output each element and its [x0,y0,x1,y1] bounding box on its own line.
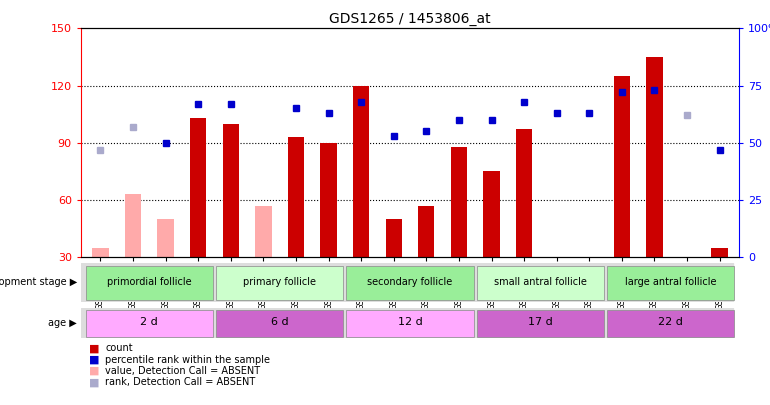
Bar [516,130,532,257]
Bar [85,310,213,337]
Bar [386,219,402,257]
Title: GDS1265 / 1453806_at: GDS1265 / 1453806_at [330,12,490,26]
Bar [216,266,343,300]
Bar [608,310,735,337]
Text: 6 d: 6 d [271,318,289,327]
Text: development stage ▶: development stage ▶ [0,277,77,288]
Text: ■: ■ [89,355,99,364]
Text: primary follicle: primary follicle [243,277,316,287]
Bar [216,310,343,337]
Text: secondary follicle: secondary follicle [367,277,453,287]
Text: 2 d: 2 d [140,318,158,327]
Bar [125,194,141,257]
Text: value, Detection Call = ABSENT: value, Detection Call = ABSENT [105,366,260,376]
Bar [418,206,434,257]
Text: 22 d: 22 d [658,318,683,327]
Bar [484,171,500,257]
Bar [711,247,728,257]
Text: ■: ■ [89,366,99,376]
Bar [614,76,630,257]
Bar [85,266,213,300]
Bar [288,137,304,257]
Text: large antral follicle: large antral follicle [625,277,717,287]
Text: small antral follicle: small antral follicle [494,277,587,287]
Text: rank, Detection Call = ABSENT: rank, Detection Call = ABSENT [105,377,256,387]
Bar [346,310,474,337]
Bar [190,118,206,257]
Text: 12 d: 12 d [397,318,423,327]
Bar [255,206,272,257]
Bar [608,266,735,300]
Bar [157,219,174,257]
Bar [320,143,336,257]
Bar [646,57,663,257]
Text: primordial follicle: primordial follicle [107,277,192,287]
Text: age ▶: age ▶ [49,318,77,328]
Text: ■: ■ [89,377,99,387]
Bar [353,85,370,257]
Text: 17 d: 17 d [528,318,553,327]
Bar [477,310,604,337]
Text: count: count [105,343,133,353]
Text: percentile rank within the sample: percentile rank within the sample [105,355,270,364]
Bar [477,266,604,300]
Bar [92,247,109,257]
Bar [346,266,474,300]
Text: ■: ■ [89,343,99,353]
Bar [223,124,239,257]
Bar [450,147,467,257]
